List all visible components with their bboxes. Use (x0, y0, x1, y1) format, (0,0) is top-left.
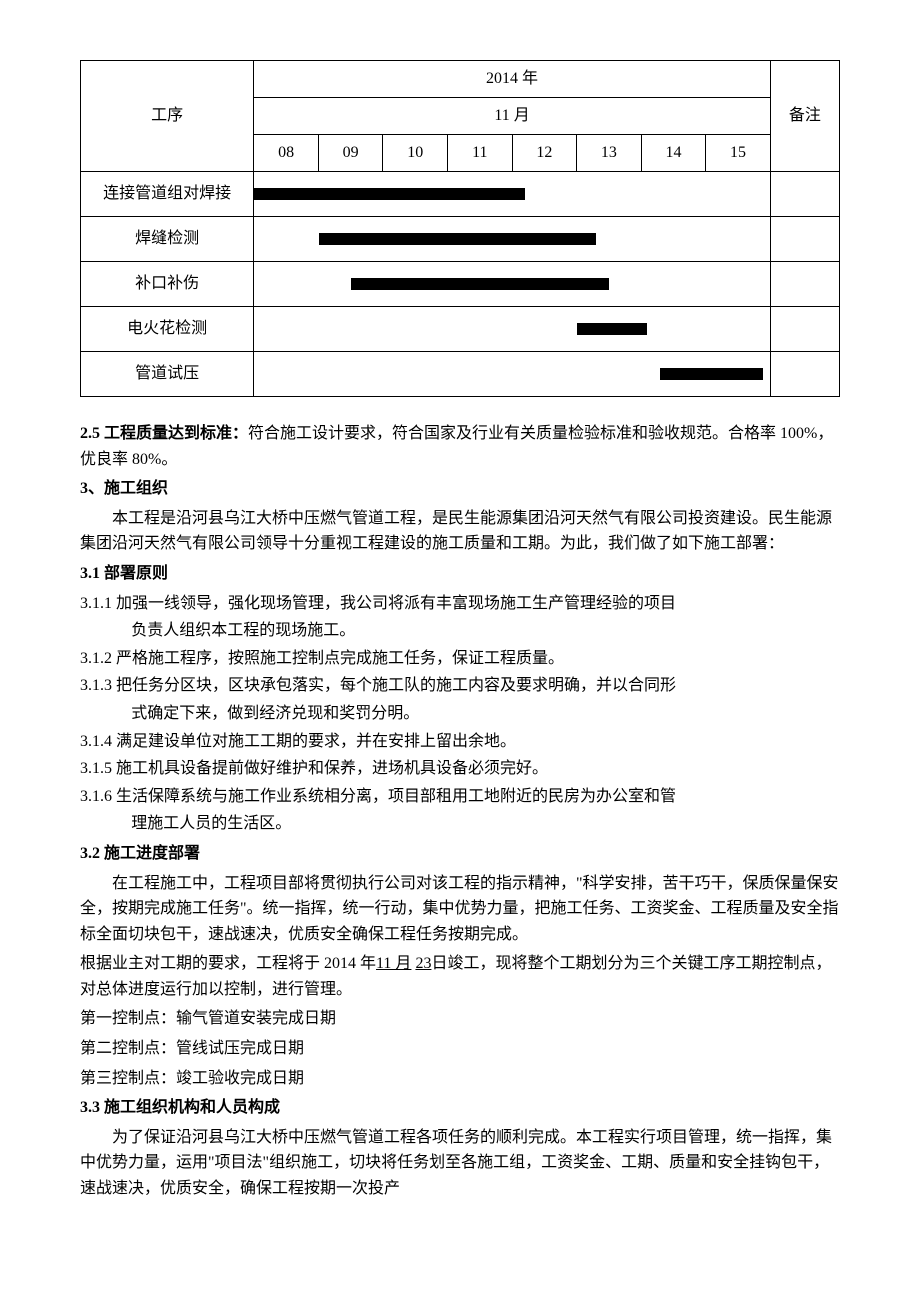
gantt-remark-cell (770, 172, 839, 217)
item-3-1-6b: 理施工人员的生活区。 (80, 811, 840, 837)
item-3-1-6: 3.1.6 生活保障系统与施工作业系统相分离，项目部租用工地附近的民房为办公室和… (80, 784, 840, 810)
section-3-1-head: 3.1 部署原则 (80, 561, 840, 587)
gantt-task-label: 管道试压 (81, 352, 254, 397)
gantt-day: 13 (577, 135, 642, 172)
gantt-bar (254, 188, 525, 200)
gantt-bar-cell (254, 217, 771, 262)
gantt-month: 11 月 (254, 98, 771, 135)
gantt-day: 12 (512, 135, 577, 172)
section-3-2-p1: 在工程施工中，工程项目部将贯彻执行公司对该工程的指示精神，"科学安排，苦干巧干，… (80, 871, 840, 948)
gantt-day: 10 (383, 135, 448, 172)
s32-month: 11 月 (376, 955, 411, 972)
section-3-2-head: 3.2 施工进度部署 (80, 841, 840, 867)
gantt-bar (660, 368, 763, 380)
gantt-day: 09 (318, 135, 383, 172)
gantt-bar-cell (254, 307, 771, 352)
s32-p2a: 根据业主对工期的要求，工程将于 2014 年 (80, 955, 376, 972)
col-task-header: 工序 (81, 61, 254, 172)
gantt-day: 14 (641, 135, 706, 172)
gantt-task-label: 焊缝检测 (81, 217, 254, 262)
gantt-task-label: 补口补伤 (81, 262, 254, 307)
item-3-1-3: 3.1.3 把任务分区块，区块承包落实，每个施工队的施工内容及要求明确，并以合同… (80, 673, 840, 699)
item-3-1-1b: 负责人组织本工程的现场施工。 (80, 618, 840, 644)
item-3-1-4: 3.1.4 满足建设单位对施工工期的要求，并在安排上留出余地。 (80, 729, 840, 755)
section-3-head: 3、施工组织 (80, 476, 840, 502)
item-3-1-1: 3.1.1 加强一线领导，强化现场管理，我公司将派有丰富现场施工生产管理经验的项… (80, 591, 840, 617)
s32-day: 23 (415, 955, 431, 972)
gantt-remark-cell (770, 352, 839, 397)
gantt-bar-cell (254, 352, 771, 397)
gantt-bar-cell (254, 262, 771, 307)
col-remark-header: 备注 (770, 61, 839, 172)
gantt-remark-cell (770, 217, 839, 262)
gantt-year: 2014 年 (254, 61, 771, 98)
gantt-task-label: 电火花检测 (81, 307, 254, 352)
gantt-table: 工序 2014 年 备注 11 月 08 09 10 11 12 13 14 1… (80, 60, 840, 397)
gantt-bar (577, 323, 648, 335)
section-2-5-head: 2.5 工程质量达到标准： (80, 425, 248, 442)
gantt-day: 08 (254, 135, 319, 172)
gantt-remark-cell (770, 262, 839, 307)
item-3-1-5: 3.1.5 施工机具设备提前做好维护和保养，进场机具设备必须完好。 (80, 756, 840, 782)
gantt-day: 15 (706, 135, 771, 172)
item-3-1-2: 3.1.2 严格施工程序，按照施工控制点完成施工任务，保证工程质量。 (80, 646, 840, 672)
control-point-3: 第三控制点：竣工验收完成日期 (80, 1066, 840, 1092)
section-3-2-p2: 根据业主对工期的要求，工程将于 2014 年11 月 23日竣工，现将整个工期划… (80, 951, 840, 1002)
section-3-body: 本工程是沿河县乌江大桥中压燃气管道工程，是民生能源集团沿河天然气有限公司投资建设… (80, 506, 840, 557)
section-2-5: 2.5 工程质量达到标准：符合施工设计要求，符合国家及行业有关质量检验标准和验收… (80, 421, 840, 472)
gantt-bar (319, 233, 596, 245)
item-3-1-3b: 式确定下来，做到经济兑现和奖罚分明。 (80, 701, 840, 727)
control-point-1: 第一控制点：输气管道安装完成日期 (80, 1006, 840, 1032)
gantt-remark-cell (770, 307, 839, 352)
gantt-task-label: 连接管道组对焊接 (81, 172, 254, 217)
section-3-3-head: 3.3 施工组织机构和人员构成 (80, 1095, 840, 1121)
gantt-bar (351, 278, 609, 290)
gantt-bar-cell (254, 172, 771, 217)
control-point-2: 第二控制点：管线试压完成日期 (80, 1036, 840, 1062)
gantt-day: 11 (448, 135, 513, 172)
section-3-3-p1: 为了保证沿河县乌江大桥中压燃气管道工程各项任务的顺利完成。本工程实行项目管理，统… (80, 1125, 840, 1202)
